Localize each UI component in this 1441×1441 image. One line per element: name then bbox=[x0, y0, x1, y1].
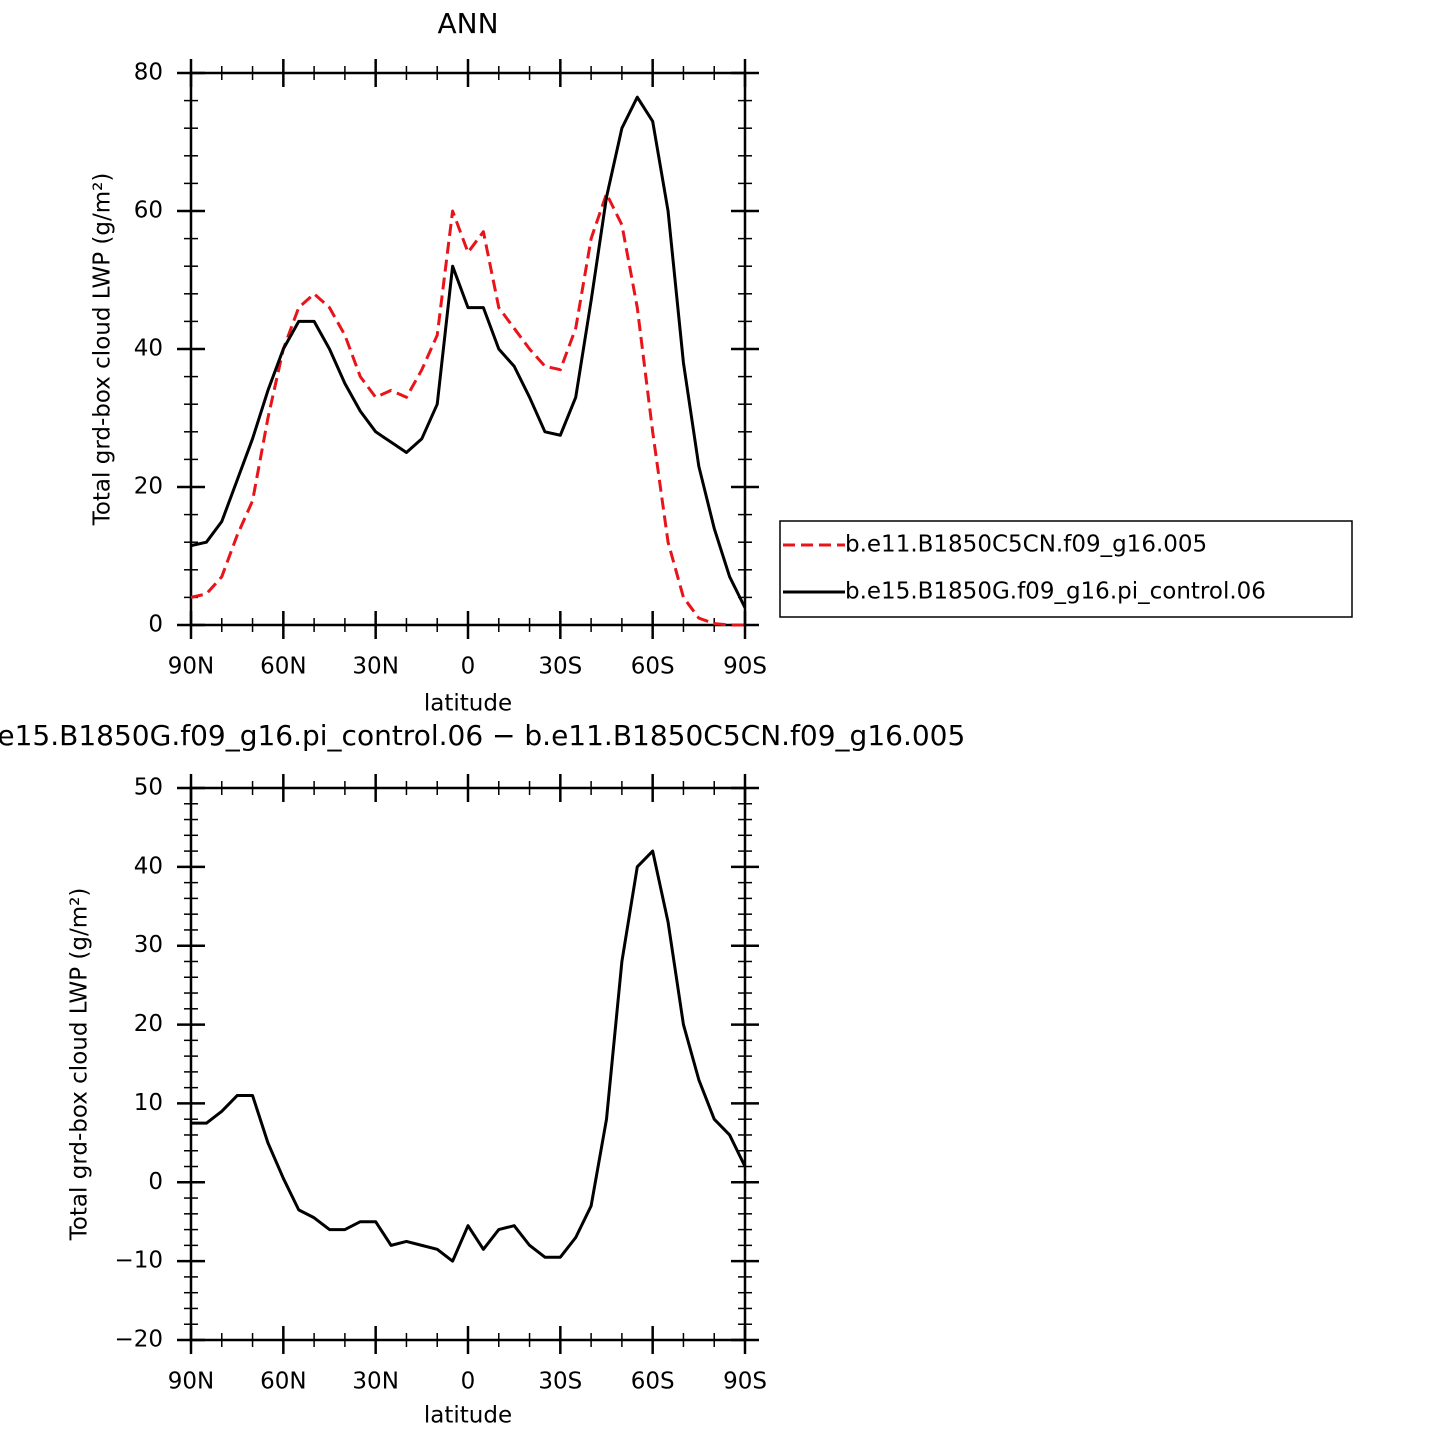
x-tick-label: 60S bbox=[631, 654, 675, 680]
chart-title: b.e15.B1850G.f09_g16.pi_control.06 − b.e… bbox=[0, 719, 965, 752]
legend-label: b.e11.B1850C5CN.f09_g16.005 bbox=[845, 532, 1207, 558]
x-tick-label: 0 bbox=[461, 1369, 476, 1395]
x-tick-label: 90S bbox=[723, 1369, 767, 1395]
y-tick-label: 40 bbox=[134, 853, 163, 879]
x-tick-label: 30S bbox=[538, 654, 582, 680]
plot-frame bbox=[189, 786, 747, 1342]
y-tick-label: 20 bbox=[134, 1011, 163, 1037]
y-tick-label: 40 bbox=[134, 336, 163, 362]
y-axis-label: Total grd-box cloud LWP (g/m²) bbox=[67, 888, 93, 1242]
x-tick-label: 90N bbox=[168, 654, 214, 680]
x-axis-label: latitude bbox=[424, 1403, 512, 1429]
y-tick-label: 30 bbox=[134, 932, 163, 958]
y-tick-label: 10 bbox=[134, 1090, 163, 1116]
x-tick-label: 60N bbox=[260, 654, 306, 680]
data-line bbox=[191, 849, 747, 1263]
y-tick-label: −10 bbox=[114, 1248, 163, 1274]
chart-title: ANN bbox=[437, 7, 498, 40]
y-tick-label: 60 bbox=[134, 198, 163, 224]
x-axis-label: latitude bbox=[424, 691, 512, 717]
y-tick-label: 80 bbox=[134, 60, 163, 86]
x-tick-label: 90N bbox=[168, 1369, 214, 1395]
y-axis-label: Total grd-box cloud LWP (g/m²) bbox=[90, 173, 116, 527]
x-tick-label: 0 bbox=[461, 654, 476, 680]
y-tick-label: 0 bbox=[148, 1169, 163, 1195]
x-tick-label: 30N bbox=[352, 1369, 398, 1395]
y-tick-label: 20 bbox=[134, 474, 163, 500]
data-line bbox=[190, 95, 747, 609]
legend-box bbox=[779, 520, 1353, 618]
legend-label: b.e15.B1850G.f09_g16.pi_control.06 bbox=[845, 579, 1266, 605]
y-tick-label: 50 bbox=[134, 775, 163, 801]
y-tick-label: −20 bbox=[114, 1327, 163, 1353]
x-tick-label: 60N bbox=[260, 1369, 306, 1395]
plot-frame bbox=[189, 71, 747, 627]
x-tick-label: 30S bbox=[538, 1369, 582, 1395]
x-tick-label: 30N bbox=[352, 654, 398, 680]
x-tick-label: 90S bbox=[723, 654, 767, 680]
y-tick-label: 0 bbox=[148, 612, 163, 638]
x-tick-label: 60S bbox=[631, 1369, 675, 1395]
data-line bbox=[190, 192, 745, 627]
